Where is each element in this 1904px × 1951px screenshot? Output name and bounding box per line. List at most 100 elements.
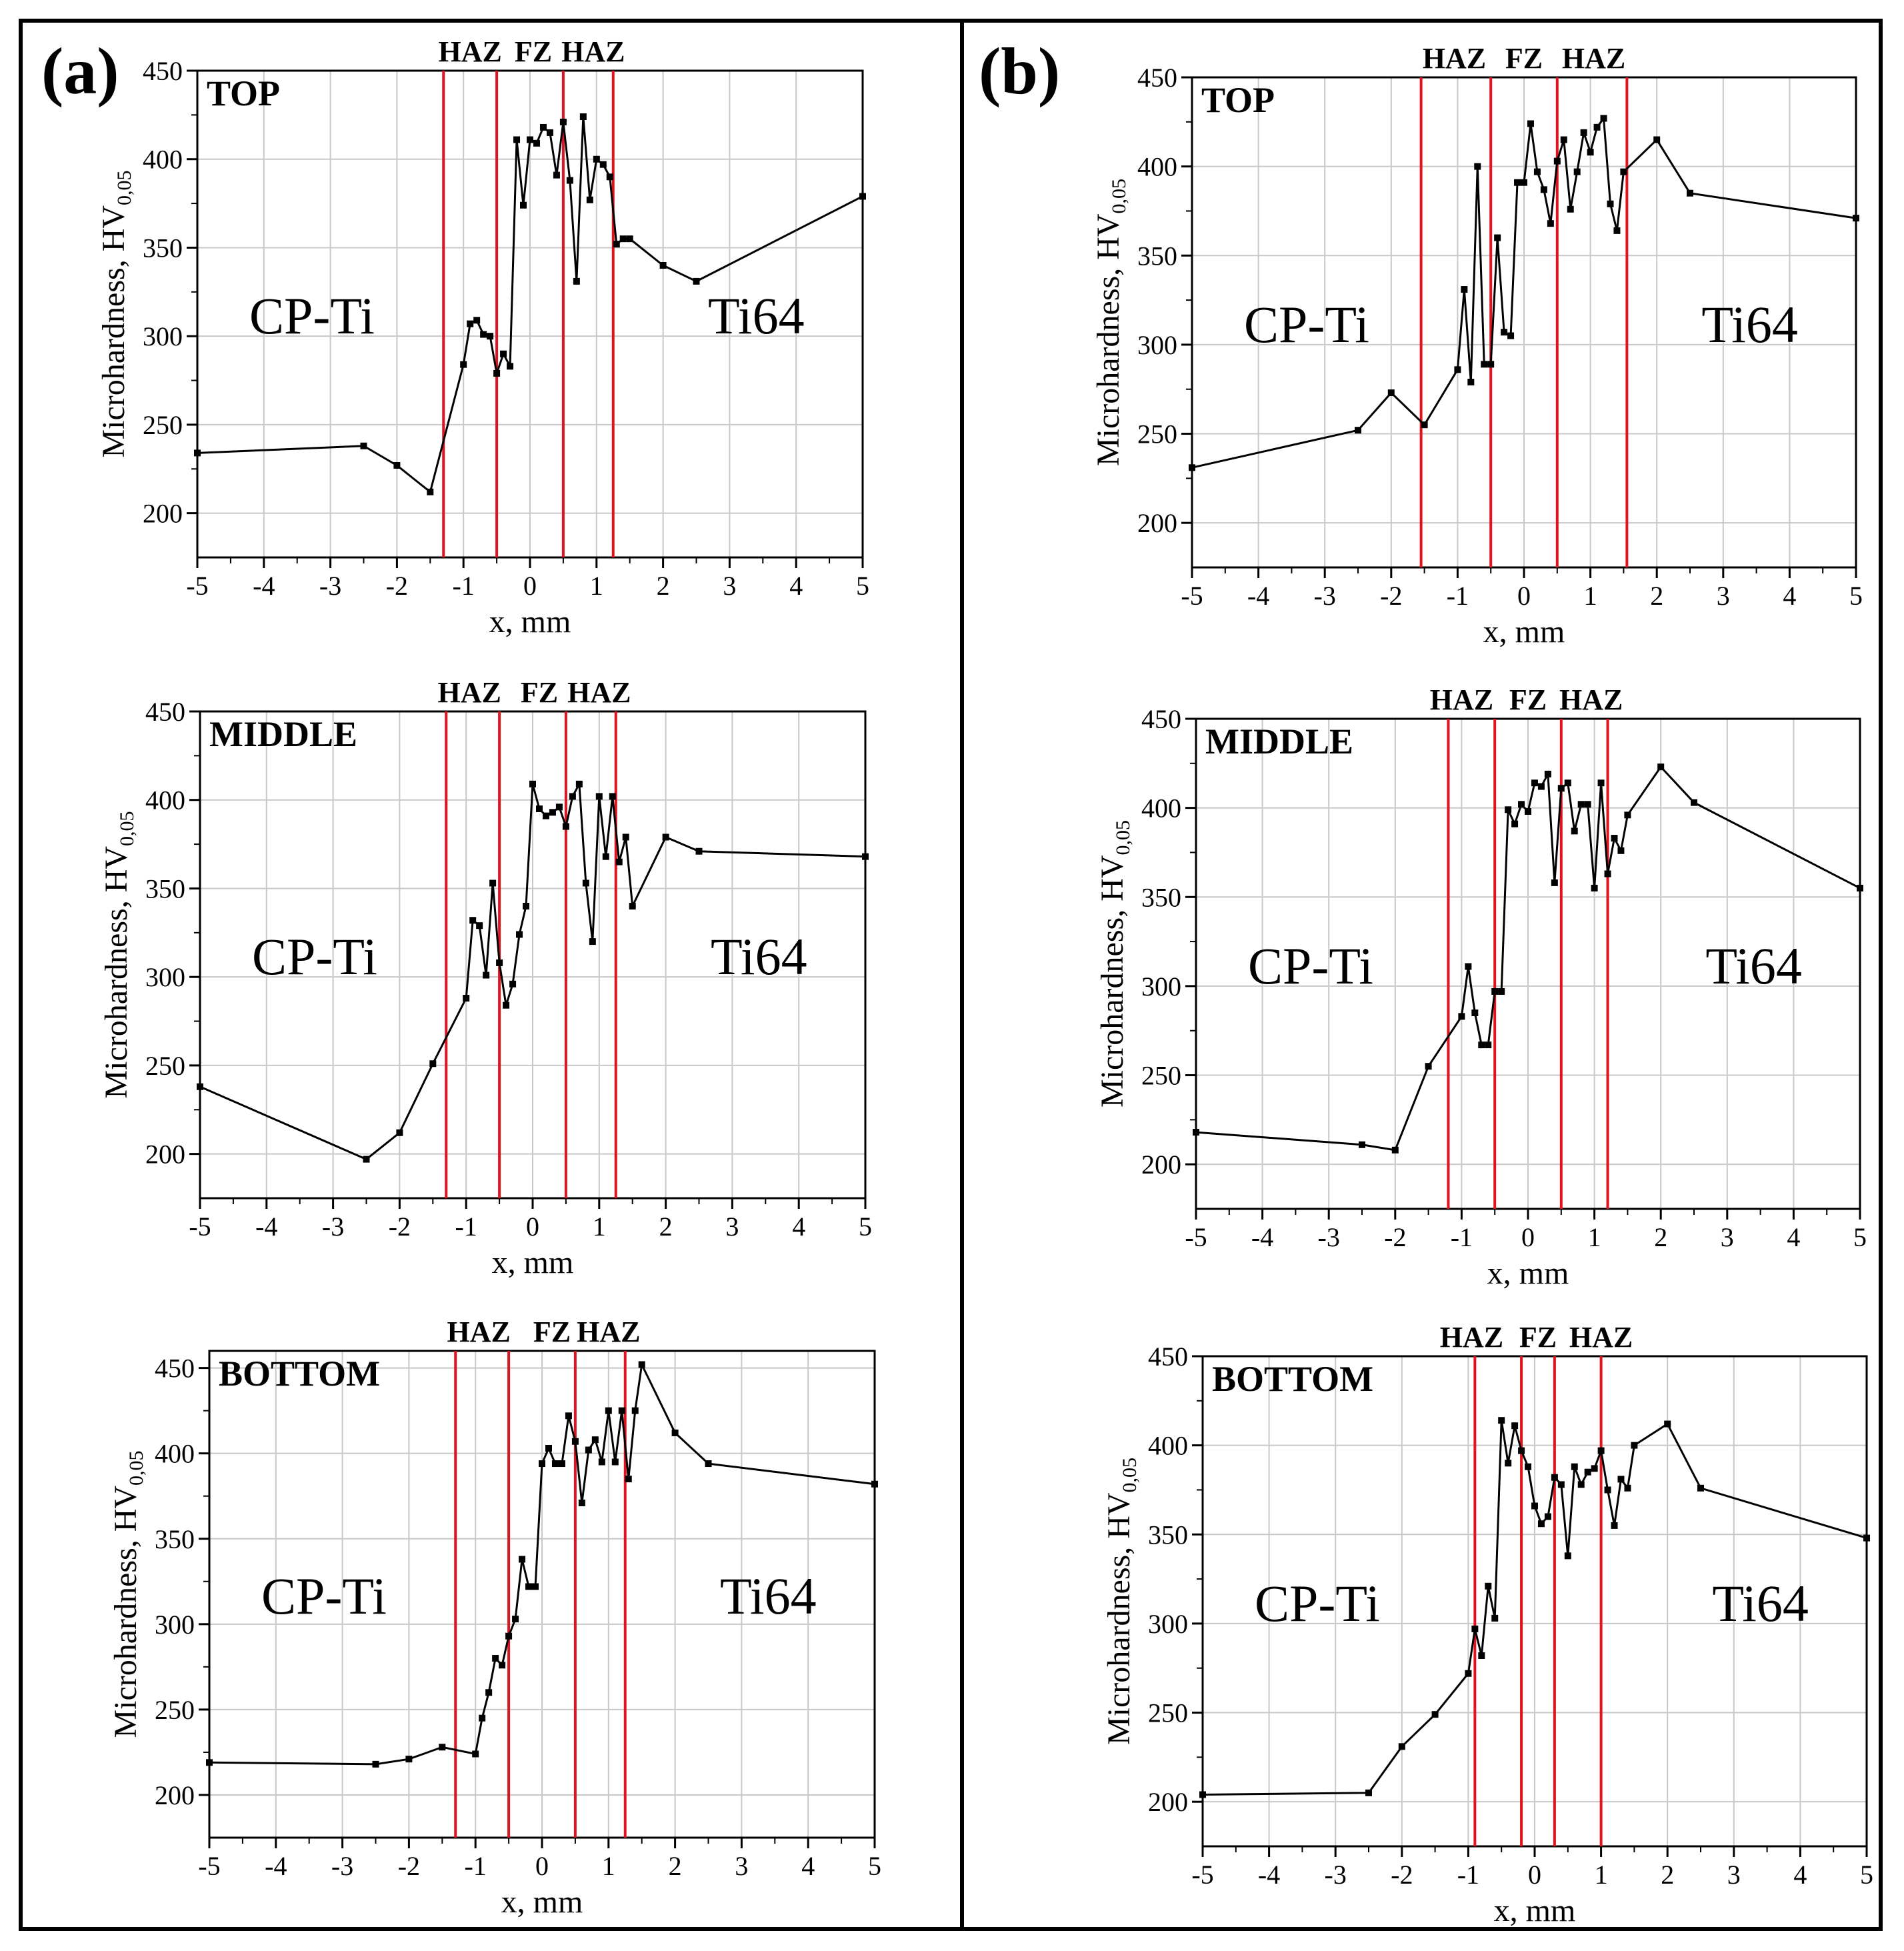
data-point: [1454, 366, 1461, 373]
zone-label: HAZ: [447, 1316, 511, 1348]
y-tick-label: 400: [1141, 793, 1181, 823]
data-point: [1518, 801, 1525, 808]
x-tick-label: 1: [593, 1212, 606, 1242]
data-point: [363, 1156, 370, 1163]
data-point: [513, 136, 521, 143]
y-axis-title-main: Microhardness, HV: [96, 205, 131, 458]
chart-2: -5 -4 -3 -2 -1 0 1 2 3 4 5 200 250 300 350 400 450 x, mm M…: [108, 1316, 881, 1920]
x-tick-label: 4: [792, 1212, 805, 1242]
data-point: [480, 331, 487, 338]
x-tick-label: -1: [1451, 1222, 1473, 1252]
x-tick-label: -3: [331, 1851, 353, 1881]
y-axis-title: Microhardness, HV0,05: [99, 811, 138, 1098]
y-tick-label: 200: [1137, 508, 1177, 538]
x-tick-label: 1: [590, 571, 603, 601]
y-tick-label: 300: [1141, 971, 1181, 1002]
x-tick-label: 3: [1717, 581, 1730, 611]
data-point: [862, 853, 869, 860]
y-tick-label: 350: [1141, 882, 1181, 912]
data-point: [1577, 1481, 1585, 1488]
x-tick-label: -1: [1457, 1860, 1479, 1890]
zone-label: HAZ: [1569, 1321, 1633, 1354]
data-point: [555, 803, 563, 811]
zone-label: FZ: [533, 1316, 571, 1348]
x-tick-label: 1: [1595, 1860, 1608, 1890]
x-tick-label: -2: [386, 571, 408, 601]
data-point: [1525, 807, 1531, 815]
data-point: [1551, 879, 1558, 886]
chart-title: TOP: [207, 73, 280, 113]
data-point: [613, 241, 620, 248]
data-point: [693, 277, 700, 285]
x-tick-label: 5: [1860, 1860, 1873, 1890]
data-point: [602, 853, 609, 860]
y-tick-label: 450: [1141, 704, 1181, 734]
x-tick-label: -1: [453, 571, 475, 601]
data-point: [439, 1744, 446, 1751]
data-point: [1631, 1442, 1638, 1449]
y-axis-title-main: Microhardness, HV: [1101, 1492, 1137, 1745]
data-point: [539, 1460, 545, 1468]
y-tick-label: 250: [1148, 1698, 1188, 1728]
chart-title: MIDDLE: [1205, 721, 1353, 761]
data-point: [1481, 361, 1488, 368]
data-point: [609, 793, 616, 800]
data-point: [579, 113, 587, 121]
data-point: [1494, 234, 1501, 241]
data-point: [1527, 120, 1534, 127]
data-point: [1537, 1520, 1545, 1528]
data-point: [1591, 884, 1598, 891]
data-point: [1391, 1146, 1399, 1154]
data-point: [1567, 205, 1574, 213]
data-point: [1458, 1013, 1465, 1020]
data-point: [1551, 1474, 1558, 1481]
y-tick-label: 400: [155, 1439, 195, 1469]
data-point: [1485, 1042, 1492, 1049]
data-point: [565, 1412, 572, 1420]
x-axis-title: x, mm: [1483, 614, 1565, 649]
y-tick-label: 450: [155, 1354, 195, 1384]
x-tick-label: 5: [1853, 1222, 1867, 1252]
x-tick-label: 4: [1793, 1860, 1807, 1890]
x-tick-label: -2: [398, 1851, 420, 1881]
data-point: [1687, 189, 1693, 197]
data-point: [1471, 1625, 1479, 1632]
x-tick-label: 0: [1528, 1860, 1541, 1890]
y-axis-title-subscript: 0,05: [125, 1450, 147, 1486]
y-axis-title-subscript: 0,05: [1108, 179, 1130, 214]
y-axis-title: Microhardness, HV0,05: [1091, 179, 1130, 466]
data-point: [1511, 1422, 1519, 1430]
data-point: [1600, 115, 1607, 122]
data-point: [871, 1480, 878, 1488]
data-point: [429, 1060, 437, 1068]
data-point: [1611, 835, 1618, 842]
zone-label: FZ: [521, 676, 558, 709]
data-point: [622, 833, 629, 841]
data-point: [485, 1689, 493, 1696]
x-tick-label: 3: [1727, 1860, 1741, 1890]
data-point: [469, 917, 477, 924]
chart-1: -5 -4 -3 -2 -1 0 1 2 3 4 5 200 250 300 350 400 450 x, mm M…: [99, 676, 872, 1280]
x-tick-label: 1: [602, 1851, 615, 1881]
y-axis-title: Microhardness, HV0,05: [108, 1450, 147, 1738]
data-point: [487, 333, 494, 340]
x-tick-label: -4: [253, 571, 275, 601]
y-axis-title-main: Microhardness, HV: [1095, 855, 1130, 1108]
chart-0: -5 -4 -3 -2 -1 0 1 2 3 4 5 200 250 300 350 400 450 x, mm M…: [96, 35, 869, 639]
data-point: [1387, 389, 1395, 397]
data-point: [626, 235, 633, 243]
region-label-cp-ti: CP-Ti: [1248, 937, 1373, 995]
x-tick-label: 2: [1654, 1222, 1667, 1252]
data-point: [859, 193, 866, 200]
data-point: [1564, 1552, 1571, 1560]
data-point: [625, 1476, 632, 1483]
data-point: [1571, 827, 1578, 835]
zone-label: HAZ: [577, 1316, 640, 1348]
data-point: [1607, 200, 1614, 207]
figure-frame: [19, 19, 1883, 1931]
chart-3: -5 -4 -3 -2 -1 0 1 2 3 4 5 200 250 300 350 400 450 x, mm M…: [1091, 42, 1863, 649]
data-point: [575, 780, 583, 787]
y-tick-label: 250: [145, 1051, 185, 1081]
data-point: [1597, 779, 1605, 787]
data-point: [523, 903, 530, 909]
